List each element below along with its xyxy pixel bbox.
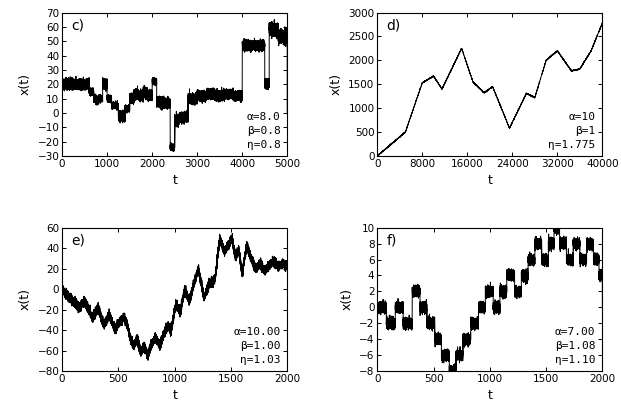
Text: α=10.00
β=1.00
η=1.03: α=10.00 β=1.00 η=1.03 <box>233 327 281 365</box>
X-axis label: t: t <box>172 174 177 187</box>
X-axis label: t: t <box>172 389 177 402</box>
Text: α=7.00
β=1.08
η=1.10: α=7.00 β=1.08 η=1.10 <box>555 327 596 365</box>
Y-axis label: x(t): x(t) <box>330 73 343 95</box>
Text: d): d) <box>386 18 401 32</box>
Text: α=10
β=1
η=1.775: α=10 β=1 η=1.775 <box>548 112 596 150</box>
Y-axis label: x(t): x(t) <box>340 289 353 310</box>
Text: e): e) <box>71 234 85 247</box>
Text: c): c) <box>71 18 84 32</box>
X-axis label: t: t <box>487 389 492 402</box>
Y-axis label: x(t): x(t) <box>19 289 32 310</box>
X-axis label: t: t <box>487 174 492 187</box>
Y-axis label: x(t): x(t) <box>19 73 32 95</box>
Text: α=8.0
β=0.8
η=0.8: α=8.0 β=0.8 η=0.8 <box>247 112 281 150</box>
Text: f): f) <box>386 234 397 247</box>
